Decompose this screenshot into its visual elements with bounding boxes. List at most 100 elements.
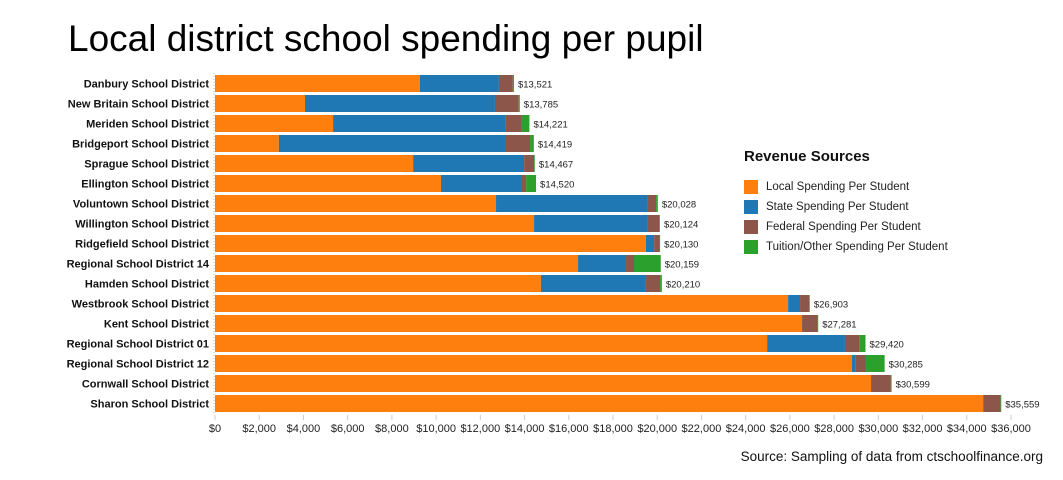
legend-label-local: Local Spending Per Student (766, 181, 910, 193)
bar-segment-federal (521, 175, 527, 192)
x-tick-label: $34,000 (947, 423, 987, 435)
legend-title: Revenue Sources (744, 148, 870, 165)
category-label: Sharon School District (90, 399, 209, 411)
bar-segment-tuition (656, 195, 658, 212)
bar-segment-federal (654, 235, 660, 252)
bar-segment-federal (871, 375, 891, 392)
category-label: Voluntown School District (73, 199, 209, 211)
bar-segment-local (215, 155, 414, 172)
category-label: Westbrook School District (72, 299, 210, 311)
total-label: $30,285 (889, 360, 923, 371)
category-label: Bridgeport School District (72, 139, 209, 151)
bar-segment-federal (647, 215, 660, 232)
bar-segment-tuition (865, 355, 885, 372)
bar-segment-local (215, 355, 853, 372)
category-label: Cornwall School District (82, 379, 209, 391)
bar-segment-local (215, 335, 768, 352)
bar-segment-state (534, 215, 648, 232)
bar-segment-federal (802, 315, 818, 332)
legend-item-federal: Federal Spending Per Student (744, 217, 948, 237)
category-label: Kent School District (104, 319, 209, 331)
bar-segment-state (788, 295, 801, 312)
bar-segment-tuition (1000, 395, 1002, 412)
total-label: $35,559 (1005, 400, 1039, 411)
legend-label-state: State Spending Per Student (766, 201, 909, 213)
total-label: $26,903 (814, 300, 848, 311)
total-label: $20,159 (665, 260, 699, 271)
x-tick-label: $0 (209, 423, 221, 435)
bar-segment-local (215, 315, 803, 332)
bar-segment-federal (983, 395, 1001, 412)
bar-segment-tuition (534, 155, 535, 172)
bar-segment-state (578, 255, 627, 272)
x-tick-label: $32,000 (903, 423, 943, 435)
bar-segment-state (540, 275, 646, 292)
bar-segment-tuition (809, 295, 810, 312)
x-tick-label: $4,000 (287, 423, 321, 435)
total-label: $13,521 (518, 80, 552, 91)
bar-segment-local (215, 395, 984, 412)
legend: Revenue Sources Local Spending Per Stude… (744, 148, 948, 257)
bar-segment-federal (800, 295, 810, 312)
legend-swatch-local (744, 180, 758, 194)
bar-segment-federal (844, 335, 860, 352)
bar-segment-state (413, 155, 525, 172)
legend-label-tuition: Tuition/Other Spending Per Student (766, 241, 948, 253)
bar-segment-federal (855, 355, 866, 372)
category-label: Regional School District 01 (67, 339, 209, 351)
total-label: $29,420 (870, 340, 904, 351)
x-tick-label: $14,000 (505, 423, 545, 435)
category-label: Hamden School District (85, 279, 209, 291)
x-tick-label: $10,000 (416, 423, 456, 435)
bar-segment-local (215, 375, 872, 392)
category-label: Ellington School District (81, 179, 209, 191)
bar-segment-tuition (859, 335, 866, 352)
bar-segment-tuition (659, 215, 660, 232)
bar-segment-tuition (512, 75, 514, 92)
x-tick-label: $12,000 (460, 423, 500, 435)
x-tick-label: $18,000 (593, 423, 633, 435)
category-label: New Britain School District (68, 99, 210, 111)
bar-segment-local (215, 235, 646, 252)
total-label: $27,281 (822, 320, 856, 331)
bar-segment-local (215, 115, 334, 132)
bar-segment-state (278, 135, 506, 152)
total-label: $20,130 (664, 240, 698, 251)
category-label: Regional School District 12 (67, 359, 209, 371)
legend-swatch-state (744, 200, 758, 214)
bar-segment-tuition (526, 175, 537, 192)
bar-segment-tuition (817, 315, 819, 332)
x-tick-label: $28,000 (814, 423, 854, 435)
source-note: Source: Sampling of data from ctschoolfi… (740, 449, 1043, 464)
bar-segment-tuition (890, 375, 892, 392)
legend-item-state: State Spending Per Student (744, 197, 948, 217)
category-label: Willington School District (75, 219, 209, 231)
bar-segment-local (215, 75, 420, 92)
bar-segment-local (215, 295, 789, 312)
category-label: Meriden School District (86, 119, 209, 131)
bar-segment-federal (647, 195, 657, 212)
bar-segment-local (215, 255, 579, 272)
x-tick-label: $6,000 (331, 423, 365, 435)
bar-segment-state (440, 175, 522, 192)
bar-segment-federal (524, 155, 535, 172)
x-tick-label: $2,000 (242, 423, 276, 435)
total-label: $20,210 (666, 280, 700, 291)
bar-segment-tuition (660, 275, 662, 292)
x-tick-label: $24,000 (726, 423, 766, 435)
bar-segment-tuition (634, 255, 661, 272)
bar-segment-federal (505, 135, 531, 152)
bar-segment-tuition (518, 95, 520, 112)
bar-segment-federal (626, 255, 635, 272)
total-label: $20,124 (664, 220, 698, 231)
bar-segment-federal (645, 275, 661, 292)
chart-title: Local district school spending per pupil (68, 18, 704, 59)
x-tick-label: $30,000 (858, 423, 898, 435)
legend-label-federal: Federal Spending Per Student (766, 221, 921, 233)
legend-item-tuition: Tuition/Other Spending Per Student (744, 237, 948, 257)
category-label: Danbury School District (84, 79, 210, 91)
category-label: Regional School District 14 (67, 259, 210, 271)
legend-item-local: Local Spending Per Student (744, 177, 948, 197)
bar-segment-local (215, 195, 497, 212)
